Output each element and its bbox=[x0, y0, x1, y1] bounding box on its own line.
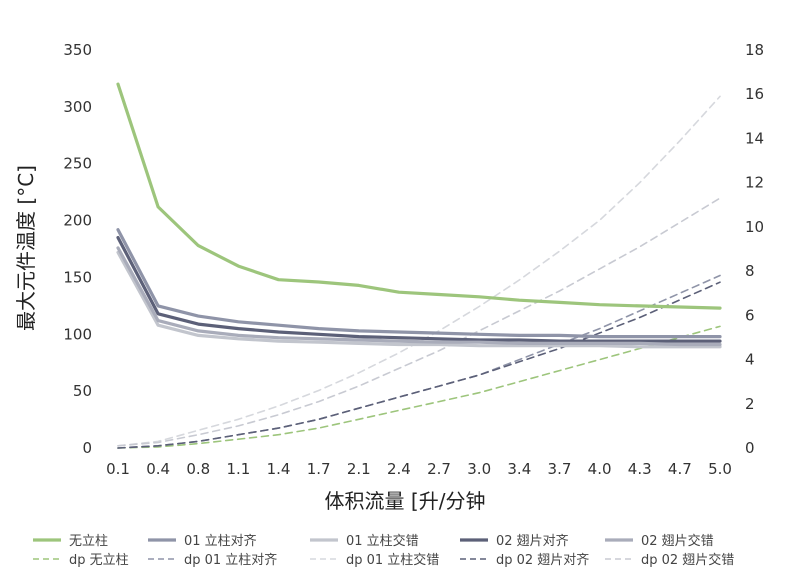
legend-label: 02 翅片对齐 bbox=[496, 533, 569, 549]
x-tick-label: 1.4 bbox=[267, 460, 291, 478]
legend-label: dp 01 立柱对齐 bbox=[184, 552, 277, 568]
x-tick-label: 3.4 bbox=[507, 460, 531, 478]
legend-item: dp 02 翅片对齐 bbox=[460, 552, 589, 568]
x-tick-label: 0.4 bbox=[146, 460, 170, 478]
series-line-6 bbox=[117, 325, 721, 449]
right-tick-label: 0 bbox=[745, 439, 755, 457]
x-tick-label: 2.7 bbox=[427, 460, 451, 478]
left-tick-label: 250 bbox=[63, 155, 92, 173]
legend-item: 02 翅片交错 bbox=[605, 533, 714, 549]
right-tick-label: 2 bbox=[745, 395, 755, 413]
y-axis-title: 最大元件温度 [°C] bbox=[14, 165, 38, 331]
left-tick-label: 100 bbox=[63, 325, 92, 343]
left-tick-label: 200 bbox=[63, 212, 92, 230]
x-axis-title: 体积流量 [升/分钟 bbox=[325, 489, 486, 513]
right-tick-label: 14 bbox=[745, 129, 764, 147]
plot-area bbox=[116, 82, 722, 449]
legend-item: 02 翅片对齐 bbox=[460, 533, 569, 549]
legend-label: 02 翅片交错 bbox=[641, 533, 714, 549]
right-tick-label: 10 bbox=[745, 218, 764, 236]
legend-item: dp 无立柱 bbox=[33, 553, 129, 568]
legend-label: dp 01 立柱交错 bbox=[346, 552, 439, 568]
legend-item: 01 立柱对齐 bbox=[148, 533, 257, 549]
x-tick-label: 3.0 bbox=[467, 460, 491, 478]
series-line-9 bbox=[117, 281, 721, 449]
series-line-1 bbox=[116, 82, 722, 310]
legend-item: dp 01 立柱交错 bbox=[310, 552, 439, 568]
right-tick-label: 8 bbox=[745, 262, 755, 280]
legend-label: dp 02 翅片交错 bbox=[641, 552, 734, 568]
legend-item: 无立柱 bbox=[33, 534, 108, 549]
x-tick-label: 2.4 bbox=[387, 460, 411, 478]
right-tick-label: 4 bbox=[745, 351, 755, 369]
right-tick-label: 18 bbox=[745, 41, 764, 59]
right-axis-ticks: 0 2 4 6 8 10 12 14 16 18 bbox=[745, 41, 764, 457]
legend-label: dp 02 翅片对齐 bbox=[496, 552, 589, 568]
legend: 无立柱 01 立柱对齐 01 立柱交错 02 翅片对齐 02 翅片交错 dp 无立柱 dp … bbox=[33, 533, 734, 568]
legend-label: 无立柱 bbox=[69, 534, 108, 549]
legend-label: 01 立柱交错 bbox=[346, 533, 419, 549]
right-tick-label: 6 bbox=[745, 306, 755, 324]
x-axis-ticks: 0.1 0.4 0.8 1.1 1.4 1.7 2.1 2.4 2.7 3.0 3.4 3.7 4.0 4… bbox=[106, 460, 732, 478]
left-tick-label: 350 bbox=[63, 41, 92, 59]
series-line-2 bbox=[116, 228, 722, 339]
series-line-8 bbox=[117, 95, 721, 447]
x-tick-label: 1.1 bbox=[226, 460, 250, 478]
legend-item: dp 02 翅片交错 bbox=[605, 552, 734, 568]
x-tick-label: 4.3 bbox=[628, 460, 652, 478]
x-tick-label: 4.7 bbox=[668, 460, 692, 478]
legend-item: 01 立柱交错 bbox=[310, 533, 419, 549]
x-tick-label: 4.0 bbox=[588, 460, 612, 478]
right-tick-label: 12 bbox=[745, 174, 764, 192]
x-tick-label: 0.8 bbox=[186, 460, 210, 478]
x-tick-label: 5.0 bbox=[708, 460, 732, 478]
series-line-7 bbox=[117, 274, 721, 449]
x-tick-label: 0.1 bbox=[106, 460, 130, 478]
series-line-3 bbox=[116, 250, 722, 349]
left-tick-label: 0 bbox=[82, 439, 92, 457]
series-line-10 bbox=[117, 197, 721, 447]
x-tick-label: 1.7 bbox=[307, 460, 331, 478]
left-tick-label: 300 bbox=[63, 98, 92, 116]
x-tick-label: 3.7 bbox=[548, 460, 572, 478]
left-tick-label: 150 bbox=[63, 268, 92, 286]
left-axis-ticks: 0 50 100 150 200 250 300 350 bbox=[63, 41, 92, 457]
x-tick-label: 2.1 bbox=[347, 460, 371, 478]
series-line-4 bbox=[116, 236, 722, 343]
series-line-5 bbox=[116, 246, 722, 347]
left-tick-label: 50 bbox=[73, 382, 92, 400]
right-tick-label: 16 bbox=[745, 85, 764, 103]
legend-label: dp 无立柱 bbox=[69, 553, 129, 568]
legend-label: 01 立柱对齐 bbox=[184, 533, 257, 549]
legend-item: dp 01 立柱对齐 bbox=[148, 552, 277, 568]
